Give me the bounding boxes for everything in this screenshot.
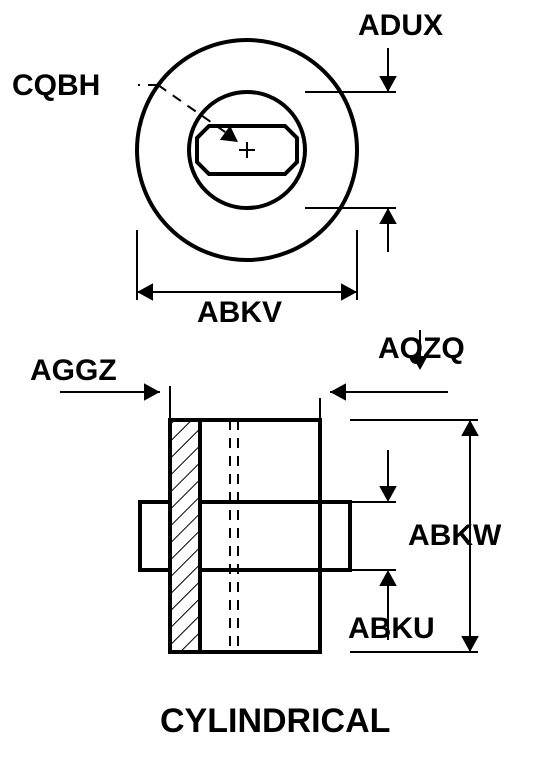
label-abku: ABKU xyxy=(348,612,435,645)
label-aggz: AGGZ xyxy=(30,354,117,387)
label-adux: ADUX xyxy=(358,9,443,42)
label-abkv: ABKV xyxy=(197,296,282,329)
label-aqzq: AQZQ xyxy=(378,332,465,365)
label-cqbh: CQBH xyxy=(12,69,100,102)
title-text: CYLINDRICAL xyxy=(160,702,390,740)
hatched-section xyxy=(170,420,200,652)
body xyxy=(200,420,320,652)
flange xyxy=(140,502,170,570)
top-view xyxy=(137,40,397,301)
boss xyxy=(320,502,350,570)
side-view xyxy=(60,330,479,652)
label-abkw: ABKW xyxy=(408,519,502,552)
